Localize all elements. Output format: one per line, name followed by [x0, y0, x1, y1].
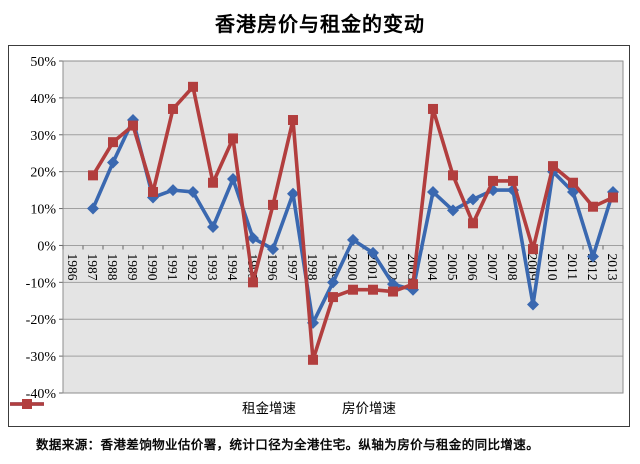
- x-axis-label: 1994: [225, 253, 240, 280]
- x-axis-label: 1992: [185, 253, 200, 280]
- series-rent-marker: [447, 204, 459, 217]
- x-axis-label: 1989: [125, 253, 140, 280]
- plot-area: [63, 61, 623, 393]
- series-price-marker: [408, 279, 418, 290]
- legend-label-rent: 租金增速: [242, 401, 296, 416]
- x-axis-label: 2012: [585, 253, 600, 280]
- legend-item-rent: 租金增速: [10, 397, 296, 417]
- series-rent-marker: [367, 246, 379, 259]
- chart-area: 50% 40% 30% 20% 10% 0% -10% -20% -30% -40% 1986 198…: [8, 45, 630, 427]
- source-note: 数据来源：香港差饷物业估价署，统计口径为全港住宅。纵轴为房价与租金的同比增速。: [36, 438, 540, 452]
- x-axis-label: 2008: [505, 253, 520, 280]
- series-rent-marker: [107, 156, 119, 169]
- series-price-marker: [368, 284, 378, 295]
- x-axis-label: 1993: [205, 253, 220, 280]
- y-axis-label: -20%: [26, 313, 57, 328]
- legend-item-price: 房价增速: [10, 397, 396, 417]
- series-price-marker: [428, 103, 438, 114]
- series-price-marker: [528, 244, 538, 255]
- x-axis-label: 1987: [85, 253, 100, 280]
- series-price-marker: [288, 115, 298, 126]
- series-price-marker: [488, 175, 498, 186]
- series-rent-marker: [427, 185, 439, 198]
- y-axis-label: 0%: [37, 239, 56, 254]
- series-price-marker: [308, 354, 318, 365]
- series-price-marker: [568, 177, 578, 188]
- y-axis-label: -10%: [26, 276, 57, 291]
- series-rent-marker: [87, 202, 99, 215]
- y-axis-label: 30%: [30, 129, 56, 144]
- series-rent-marker: [587, 250, 599, 263]
- x-axis-label: 2002: [385, 253, 400, 280]
- series-rent-marker: [527, 298, 539, 311]
- series-rent-marker: [347, 233, 359, 246]
- series-rent-marker: [327, 276, 339, 289]
- x-axis-label: 2004: [425, 253, 440, 280]
- series-rent-marker: [187, 185, 199, 198]
- x-axis-label: 1996: [265, 253, 280, 280]
- series-price-marker: [548, 161, 558, 172]
- x-axis-label: 1999: [325, 253, 340, 280]
- series-price-marker: [448, 170, 458, 181]
- series-price-marker: [348, 284, 358, 295]
- x-axis-label: 1991: [165, 253, 180, 280]
- series-price-marker: [248, 277, 258, 288]
- x-axis-label: 2005: [445, 253, 460, 280]
- series-price-marker: [608, 192, 618, 203]
- series-price-marker: [88, 170, 98, 181]
- x-axis-label: 1990: [145, 253, 160, 280]
- series-price-marker: [228, 133, 238, 144]
- x-axis-label: 2007: [485, 253, 500, 280]
- series-price-marker: [168, 103, 178, 114]
- series-rent-marker: [227, 173, 239, 186]
- series-price-marker: [388, 286, 398, 297]
- chart-title: 香港房价与租金的变动: [215, 14, 425, 36]
- series-rent-marker: [247, 232, 259, 245]
- series-rent-marker: [267, 243, 279, 256]
- x-axis-label: 1988: [105, 253, 120, 280]
- y-axis-label: 40%: [30, 92, 56, 107]
- chart-legend: 租金增速 房价增速: [9, 397, 629, 417]
- series-price-marker: [148, 186, 158, 197]
- series-rent-marker: [167, 184, 179, 197]
- series-rent-marker: [287, 187, 299, 200]
- series-price-marker: [188, 81, 198, 92]
- y-axis-label: -30%: [26, 350, 57, 365]
- series-price-marker: [108, 137, 118, 148]
- series-price-marker: [588, 201, 598, 212]
- plot-border: [62, 60, 624, 394]
- x-axis-label: 2013: [605, 253, 620, 280]
- x-axis-label: 1998: [305, 253, 320, 280]
- y-axis-label: 20%: [30, 166, 56, 181]
- series-price-marker: [268, 199, 278, 210]
- series-rent-marker: [207, 221, 219, 233]
- y-axis-label: 10%: [30, 203, 56, 218]
- x-axis-label: 2006: [465, 253, 480, 280]
- series-price-marker: [208, 177, 218, 188]
- series-price-marker: [508, 175, 518, 186]
- x-axis-label: 2010: [545, 253, 560, 280]
- x-axis-label: 1986: [65, 253, 80, 280]
- legend-label-price: 房价增速: [342, 401, 396, 416]
- x-axis-label: 1997: [285, 253, 300, 280]
- legend-marker-price-icon: [10, 399, 44, 409]
- chart-canvas: 50% 40% 30% 20% 10% 0% -10% -20% -30% -40% 1986 198…: [26, 55, 624, 402]
- series-price-marker: [328, 292, 338, 303]
- series-price-marker: [128, 120, 138, 131]
- y-axis-label: -40%: [26, 387, 57, 402]
- series-rent-marker: [467, 193, 479, 206]
- series-rent-marker: [387, 278, 399, 291]
- y-axis-label: 50%: [30, 55, 56, 70]
- x-axis-label: 2011: [565, 253, 580, 280]
- x-axis-label: 2000: [345, 253, 360, 280]
- series-price-marker: [468, 218, 478, 229]
